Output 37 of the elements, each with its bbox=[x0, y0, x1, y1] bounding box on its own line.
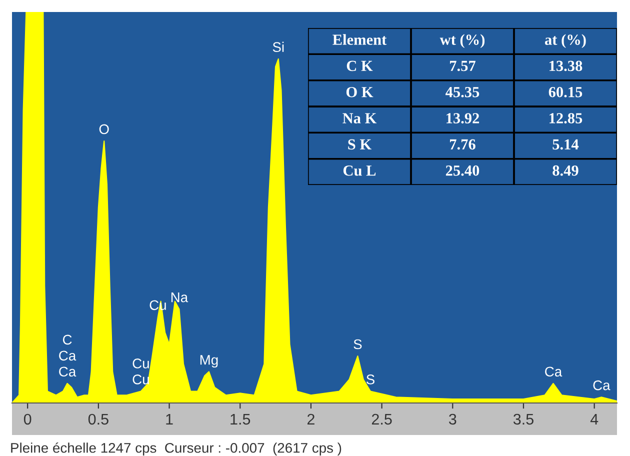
x-tick-label: 0 bbox=[24, 414, 32, 425]
category-label: O K bbox=[346, 86, 374, 98]
data-label: 60.15 bbox=[548, 86, 582, 98]
category-label: Na K bbox=[342, 113, 377, 124]
annotation: Mg bbox=[200, 355, 218, 368]
annotation: C Ca Ca bbox=[59, 334, 76, 377]
x-tick-label: 1 bbox=[166, 414, 173, 424]
data-label: 25.40 bbox=[446, 165, 480, 176]
data-label: 13.92 bbox=[446, 113, 480, 124]
x-tick-label: 2 bbox=[307, 414, 314, 424]
annotation: O bbox=[99, 124, 109, 134]
text: Pleine échelle 1247 cps Curseur : -0.007 (2617 cps ) bbox=[11, 442, 342, 456]
x-tick-label: 3 bbox=[448, 414, 456, 425]
data-label: 7.76 bbox=[450, 139, 476, 150]
legend-title: Element bbox=[332, 34, 387, 45]
x-tick-label: 2.5 bbox=[372, 414, 392, 425]
data-label: 8.49 bbox=[552, 165, 578, 176]
data-label: 45.35 bbox=[446, 86, 480, 98]
annotation: Ca bbox=[545, 366, 562, 377]
data-label: 5.14 bbox=[552, 139, 579, 150]
annotation: Na bbox=[171, 292, 188, 302]
text: wt (%) bbox=[440, 34, 485, 48]
x-tick-label: 4 bbox=[590, 414, 598, 424]
annotation: S bbox=[354, 339, 362, 350]
text: at (%) bbox=[544, 34, 586, 48]
data-label: 7.57 bbox=[450, 60, 476, 72]
data-label: 12.85 bbox=[550, 113, 582, 124]
annotation: S bbox=[366, 374, 374, 384]
category-label: S K bbox=[348, 139, 372, 150]
annotation: Si bbox=[272, 42, 284, 52]
annotation: Ca bbox=[593, 380, 610, 390]
x-tick-label: 3.5 bbox=[513, 414, 534, 425]
category-label: Cu L bbox=[343, 165, 376, 176]
x-tick-label: 1.5 bbox=[230, 414, 250, 425]
data-label: 13.38 bbox=[550, 60, 582, 72]
category-label: C K bbox=[346, 60, 373, 72]
x-tick-label: 0.5 bbox=[88, 414, 108, 425]
